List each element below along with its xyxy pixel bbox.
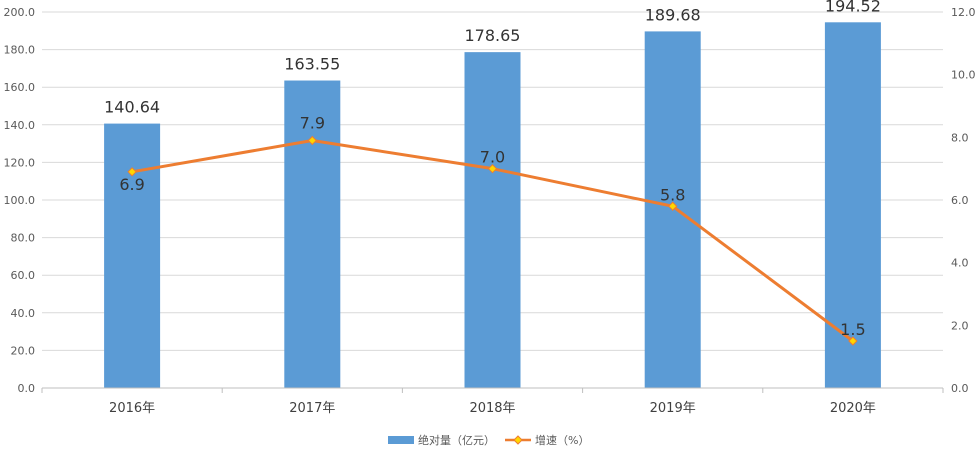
right-axis-ticks: 0.0 2.0 4.0 6.0 8.0 10.0 12.0: [951, 6, 976, 395]
left-tick-label: 60.0: [11, 269, 36, 282]
bar: [284, 80, 341, 388]
right-tick-label: 2.0: [951, 319, 969, 332]
category-labels: 2016年 2017年 2018年 2019年 2020年: [109, 401, 876, 416]
left-tick-label: 140.0: [4, 119, 36, 132]
line-marker: [487, 163, 498, 174]
line-data-labels: 6.9 7.9 7.0 5.8 1.5: [119, 113, 865, 339]
left-tick-label: 0.0: [18, 382, 36, 395]
line-series: [127, 135, 858, 346]
legend: 绝对量（亿元） 增速（%）: [388, 433, 589, 447]
line-data-label: 6.9: [119, 175, 144, 194]
legend-bar-swatch: [388, 436, 414, 444]
left-tick-label: 20.0: [11, 344, 36, 357]
bar-data-labels: 140.64 163.55 178.65 189.68 194.52: [104, 0, 881, 117]
left-tick-label: 180.0: [4, 44, 36, 57]
category-label: 2017年: [289, 401, 335, 416]
bar-data-label: 178.65: [465, 26, 521, 45]
category-label: 2020年: [830, 401, 876, 416]
right-tick-label: 4.0: [951, 257, 969, 270]
bar-series: [104, 22, 881, 389]
line-marker: [848, 336, 858, 346]
right-tick-label: 10.0: [951, 69, 976, 82]
bar-data-label: 189.68: [645, 5, 701, 24]
left-tick-label: 160.0: [4, 81, 36, 94]
category-label: 2019年: [650, 401, 696, 416]
right-tick-label: 8.0: [951, 131, 969, 144]
left-tick-label: 40.0: [11, 307, 36, 320]
left-tick-label: 120.0: [4, 156, 36, 169]
line-data-label: 1.5: [840, 320, 865, 339]
left-tick-label: 100.0: [4, 194, 36, 207]
left-tick-label: 200.0: [4, 6, 36, 19]
line-marker: [667, 201, 678, 211]
line-marker: [307, 135, 318, 146]
legend-bar-label: 绝对量（亿元）: [418, 433, 495, 447]
bar-data-label: 163.55: [284, 55, 340, 74]
left-axis-ticks: 0.0 20.0 40.0 60.0 80.0 100.0 120.0 140.0 160.0 1…: [4, 6, 36, 395]
category-label: 2016年: [109, 401, 155, 416]
legend-line-label: 增速（%）: [535, 433, 589, 447]
line-data-label: 5.8: [660, 185, 685, 204]
bar-data-label: 140.64: [104, 98, 160, 117]
right-tick-label: 6.0: [951, 194, 969, 207]
left-tick-label: 80.0: [11, 232, 36, 245]
x-axis: [41, 387, 944, 393]
right-tick-label: 0.0: [951, 382, 969, 395]
line-data-label: 7.9: [300, 113, 325, 132]
line-data-label: 7.0: [480, 148, 505, 167]
legend-line-marker: [513, 435, 523, 445]
right-tick-label: 12.0: [951, 6, 976, 19]
bar: [464, 52, 521, 388]
line-marker: [127, 167, 137, 177]
category-label: 2018年: [469, 401, 515, 416]
bar: [104, 123, 161, 388]
bar-data-label: 194.52: [825, 0, 881, 15]
